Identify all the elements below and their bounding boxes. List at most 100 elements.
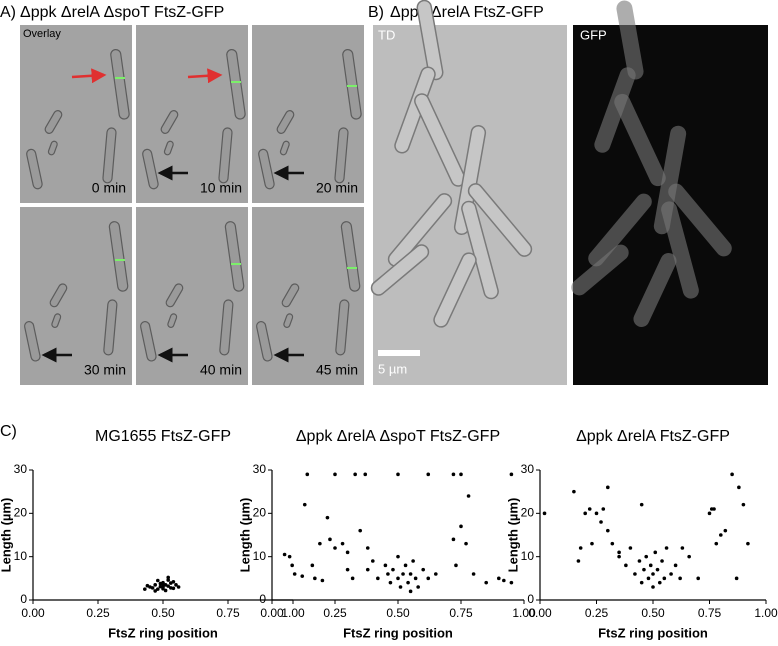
arrow	[187, 68, 223, 84]
cell	[258, 148, 275, 190]
cell	[387, 193, 453, 267]
point	[696, 576, 700, 581]
point	[673, 563, 678, 568]
time-label: 30 min	[84, 362, 126, 378]
cell	[51, 313, 62, 328]
point	[466, 494, 471, 498]
cell	[461, 200, 499, 300]
time-label: 40 min	[200, 362, 242, 378]
point	[471, 572, 476, 576]
point	[318, 541, 322, 546]
point	[371, 559, 375, 563]
point	[464, 541, 468, 546]
cell	[633, 252, 677, 328]
point	[655, 567, 660, 572]
cell	[276, 110, 295, 134]
point	[678, 576, 682, 581]
point	[411, 559, 415, 563]
point	[459, 524, 463, 529]
point	[363, 472, 368, 477]
point	[653, 550, 658, 555]
chart-title: Δppk ΔrelA ΔspoT FtsZ-GFP	[296, 428, 500, 445]
point	[292, 572, 297, 576]
point	[594, 511, 599, 516]
y-tick-label: 30	[521, 462, 535, 476]
panel-letter: A)	[0, 4, 16, 21]
point	[396, 554, 400, 559]
point	[333, 472, 337, 477]
point	[426, 472, 431, 477]
point	[150, 586, 155, 590]
point	[300, 574, 305, 578]
time-label: 20 min	[316, 180, 358, 196]
cell	[139, 321, 157, 362]
point	[451, 472, 456, 477]
point	[737, 485, 741, 490]
y-tick-label: 10	[14, 549, 28, 563]
cell	[281, 283, 300, 308]
point	[396, 576, 400, 581]
point	[345, 550, 350, 555]
point	[434, 572, 438, 576]
cell	[279, 140, 290, 156]
point	[365, 546, 370, 550]
cell	[616, 0, 644, 80]
y-tick-label: 10	[521, 549, 535, 563]
ring	[347, 267, 357, 269]
point	[161, 586, 165, 591]
cell	[661, 201, 699, 299]
point	[171, 586, 176, 591]
x-tick-label: 0.50	[641, 606, 665, 620]
cell	[571, 244, 629, 296]
point	[340, 541, 345, 546]
point	[617, 550, 621, 555]
cell	[334, 127, 349, 184]
cell	[335, 299, 350, 356]
point	[639, 502, 644, 507]
point	[391, 567, 395, 572]
point	[644, 554, 649, 559]
cell	[467, 183, 533, 257]
cell	[167, 313, 178, 328]
axis-title: FtsZ ring position	[343, 625, 453, 640]
cell	[433, 252, 477, 328]
point	[451, 537, 456, 542]
cell	[370, 244, 430, 296]
ring	[115, 259, 125, 261]
point	[320, 578, 325, 583]
y-tick-label: 10	[253, 549, 267, 563]
point	[166, 578, 170, 582]
point	[687, 554, 691, 559]
point	[287, 554, 292, 559]
y-tick-label: 0	[20, 592, 27, 606]
x-tick-label: 0.75	[216, 606, 240, 620]
point	[158, 584, 163, 589]
point	[601, 507, 606, 511]
point	[163, 588, 168, 593]
cell	[283, 313, 294, 328]
point	[719, 533, 723, 537]
y-tick-label: 30	[14, 462, 28, 476]
point	[639, 580, 644, 585]
point	[662, 576, 667, 581]
point	[606, 528, 610, 533]
cell	[416, 0, 444, 81]
y-tick-label: 20	[521, 506, 535, 520]
point	[325, 515, 330, 520]
cell	[102, 127, 117, 184]
chart-title: MG1655 FtsZ-GFP	[95, 428, 231, 445]
point	[617, 554, 621, 559]
point	[282, 552, 287, 557]
cell	[668, 183, 732, 257]
point	[333, 546, 337, 550]
point	[746, 541, 750, 546]
point	[664, 546, 669, 550]
y-tick-label: 30	[253, 462, 267, 476]
point	[169, 581, 173, 585]
point	[648, 563, 653, 568]
cell	[218, 127, 233, 184]
point	[383, 563, 388, 568]
axis-title: FtsZ ring position	[108, 625, 218, 640]
cell	[255, 321, 273, 362]
